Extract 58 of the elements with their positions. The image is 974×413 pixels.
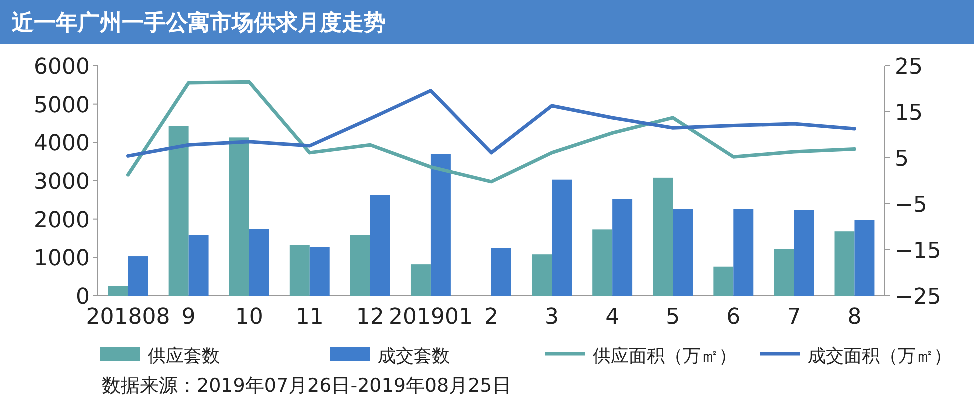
bar (430, 154, 451, 296)
x-tick-label: 4 (606, 305, 620, 330)
bar (492, 248, 512, 296)
legend-label: 成交套数 (378, 346, 450, 367)
x-tick-label: 6 (726, 305, 741, 330)
bar (532, 254, 552, 296)
y-tick-label: 5000 (34, 93, 90, 118)
bar (168, 126, 189, 296)
bar (128, 256, 148, 296)
bar (653, 178, 674, 296)
bar (673, 209, 694, 296)
x-tick-label: 10 (235, 305, 264, 330)
y2-tick-label: −5 (895, 193, 928, 218)
y-tick-label: 2000 (34, 208, 90, 234)
bar (612, 199, 633, 296)
x-tick-label: 12 (356, 305, 384, 330)
x-tick-label: 3 (545, 305, 560, 330)
bar (714, 266, 734, 296)
y2-tick-label: 25 (895, 55, 923, 80)
bar (290, 245, 310, 296)
y-tick-label: 1000 (34, 246, 90, 272)
bar (834, 232, 855, 296)
x-tick-label: 201901 (388, 305, 473, 330)
chart-title: 近一年广州一手公寓市场供求月度走势 (11, 10, 386, 36)
bar (734, 209, 754, 296)
bar (552, 180, 572, 296)
line-series (126, 89, 856, 158)
y2-tick-label: −25 (895, 285, 942, 310)
x-tick-label: 9 (182, 305, 196, 330)
x-tick-label: 2 (484, 305, 498, 330)
legend-label: 供应面积（万㎡） (593, 346, 737, 367)
legend-label: 成交面积（万㎡） (808, 346, 952, 367)
x-tick-label: 5 (666, 305, 680, 330)
bar (774, 249, 794, 296)
x-tick-label: 7 (787, 305, 802, 330)
y2-tick-label: −15 (895, 239, 942, 264)
bar (410, 264, 431, 296)
bar (108, 286, 128, 296)
bar (350, 235, 370, 296)
x-tick-label: 8 (848, 305, 862, 330)
bar (310, 247, 330, 296)
source-note: 数据来源：2019年07月26日-2019年08月25日 (102, 375, 512, 397)
bar (592, 230, 613, 296)
y-tick-label: 3000 (34, 170, 90, 195)
bar (249, 229, 270, 296)
legend-label: 供应套数 (148, 346, 220, 367)
y2-tick-label: 5 (895, 147, 909, 172)
y2-tick-label: 15 (895, 101, 923, 126)
y-tick-label: 4000 (34, 132, 90, 157)
bar (229, 138, 250, 296)
y-tick-label: 6000 (34, 55, 90, 80)
x-tick-label: 201808 (86, 305, 170, 330)
line-series (126, 80, 856, 184)
x-tick-label: 11 (296, 305, 324, 330)
bar (854, 220, 875, 296)
bar (188, 235, 209, 296)
bar (370, 195, 390, 296)
bar (794, 210, 814, 296)
